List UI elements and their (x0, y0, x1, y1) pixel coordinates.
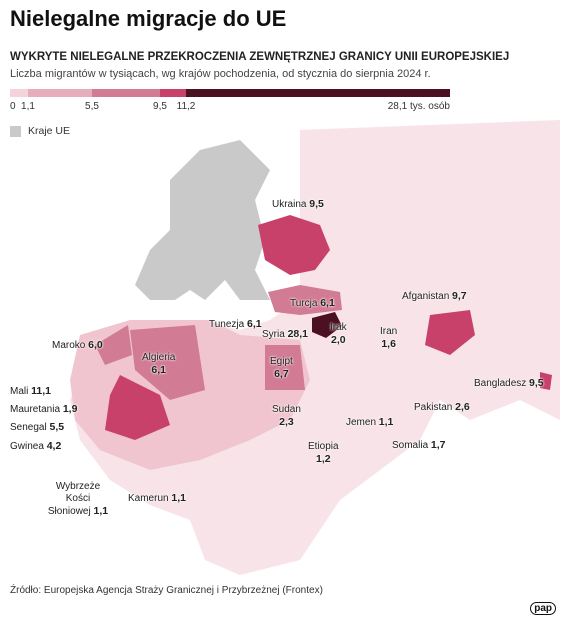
country-label: Egipt 6,7 (270, 356, 293, 380)
syria (312, 312, 342, 338)
country-label: Jemen 1,1 (346, 416, 393, 429)
country-label: Somalia 1,7 (392, 439, 446, 452)
bangladesh (540, 372, 552, 390)
country-value: 9,5 (309, 198, 324, 210)
eu-label: Kraje UE (28, 125, 71, 137)
legend-break: 9,5 (153, 101, 167, 112)
country-name: Ukraina (272, 199, 307, 210)
country-name: Egipt (270, 356, 293, 367)
morocco (95, 325, 132, 365)
country-value: 1,1 (171, 492, 186, 504)
country-label: Etiopia 1,2 (308, 441, 339, 465)
mali (105, 375, 170, 440)
turkey (268, 285, 342, 315)
country-name: Bangladesz (474, 378, 527, 389)
country-label: Turcja 6,1 (290, 297, 335, 310)
country-name: Mali (10, 386, 29, 397)
legend-segment (10, 89, 28, 97)
country-value: 11,1 (31, 385, 51, 397)
country-name: Kamerun (128, 493, 169, 504)
country-value: 4,2 (46, 440, 62, 452)
source: Źródło: Europejska Agencja Straży Granic… (10, 585, 323, 596)
country-label: Maroko 6,0 (52, 339, 103, 352)
country-value: 9,7 (452, 290, 467, 302)
country-value: 2,3 (279, 416, 294, 428)
ukraine (258, 215, 330, 275)
legend-segment (28, 89, 92, 97)
country-name: Pakistan (414, 402, 453, 413)
country-label: Irak 2,0 (330, 322, 347, 346)
title: Nielegalne migracje do UE (10, 6, 287, 31)
country-value: 1,2 (315, 453, 331, 465)
country-label: Gwinea 4,2 (10, 440, 61, 453)
country-label: Bangladesz 9,5 (474, 377, 544, 390)
country-name: Senegal (10, 422, 47, 433)
country-name: Turcja (290, 298, 318, 309)
subtitle: WYKRYTE NIELEGALNE PRZEKROCZENIA ZEWNĘTR… (10, 51, 510, 63)
country-value: 6,0 (88, 339, 103, 351)
country-label: Senegal 5,5 (10, 421, 64, 434)
afghanistan (425, 310, 475, 355)
country-label: Mali 11,1 (10, 385, 51, 398)
country-name: Gwinea (10, 441, 44, 452)
legend-break: 5,5 (85, 101, 99, 112)
country-name: Wybrzeże Kości Słoniowej (47, 481, 101, 517)
country-value: 1,1 (93, 505, 109, 517)
country-value: 1,9 (62, 403, 78, 415)
country-name: Algieria (142, 352, 176, 363)
legend-segment (160, 89, 186, 97)
country-value: 6,7 (274, 368, 289, 380)
country-name: Afganistan (402, 291, 450, 302)
legend-break: 1,1 (21, 101, 35, 112)
egypt (265, 345, 305, 390)
country-name: Sudan (272, 404, 301, 415)
country-value: 9,5 (529, 377, 544, 389)
legend-segment (92, 89, 160, 97)
country-name: Etiopia (308, 441, 339, 452)
country-value: 28,1 (287, 328, 309, 340)
country-value: 2,6 (455, 401, 470, 413)
description: Liczba migrantów w tysiącach, wg krajów … (10, 68, 431, 80)
country-name: Somalia (392, 440, 429, 451)
eu-swatch (10, 126, 21, 137)
country-value: 5,5 (49, 421, 65, 433)
country-label: Syria 28,1 (262, 328, 308, 341)
country-value: 6,1 (320, 297, 335, 309)
country-label: Algieria 6,1 (142, 352, 175, 376)
logo: pap (530, 602, 556, 615)
country-value: 6,1 (247, 318, 262, 330)
country-label: Tunezja 6,1 (209, 318, 262, 331)
legend-segment (186, 89, 450, 97)
country-name: Syria (262, 329, 285, 340)
country-value: 6,1 (151, 364, 166, 376)
eu (135, 140, 270, 300)
country-label: Ukraina 9,5 (272, 198, 324, 211)
legend-break: 11,2 (176, 101, 196, 112)
country-name: Maroko (52, 340, 86, 351)
country-label: Mauretania 1,9 (10, 403, 77, 416)
country-value: 2,0 (331, 334, 346, 346)
country-value: 1,6 (381, 338, 396, 350)
country-label: Iran 1,6 (380, 326, 397, 350)
country-name: Iran (380, 326, 398, 337)
algeria (130, 325, 205, 400)
country-name: Jemen (346, 417, 377, 428)
country-value: 1,7 (430, 439, 446, 451)
country-name: Irak (330, 322, 347, 333)
legend-break: 28,1 tys. osób (387, 101, 450, 112)
country-name: Tunezja (209, 319, 245, 330)
country-label: Afganistan 9,7 (402, 290, 467, 303)
country-label: Wybrzeże Kości Słoniowej 1,1 (44, 481, 112, 518)
country-name: Mauretania (10, 404, 61, 415)
legend-break: 0 (10, 101, 16, 112)
country-label: Kamerun 1,1 (128, 492, 186, 505)
country-value: 1,1 (378, 416, 394, 428)
country-label: Sudan 2,3 (272, 404, 301, 428)
country-label: Pakistan 2,6 (414, 401, 470, 414)
